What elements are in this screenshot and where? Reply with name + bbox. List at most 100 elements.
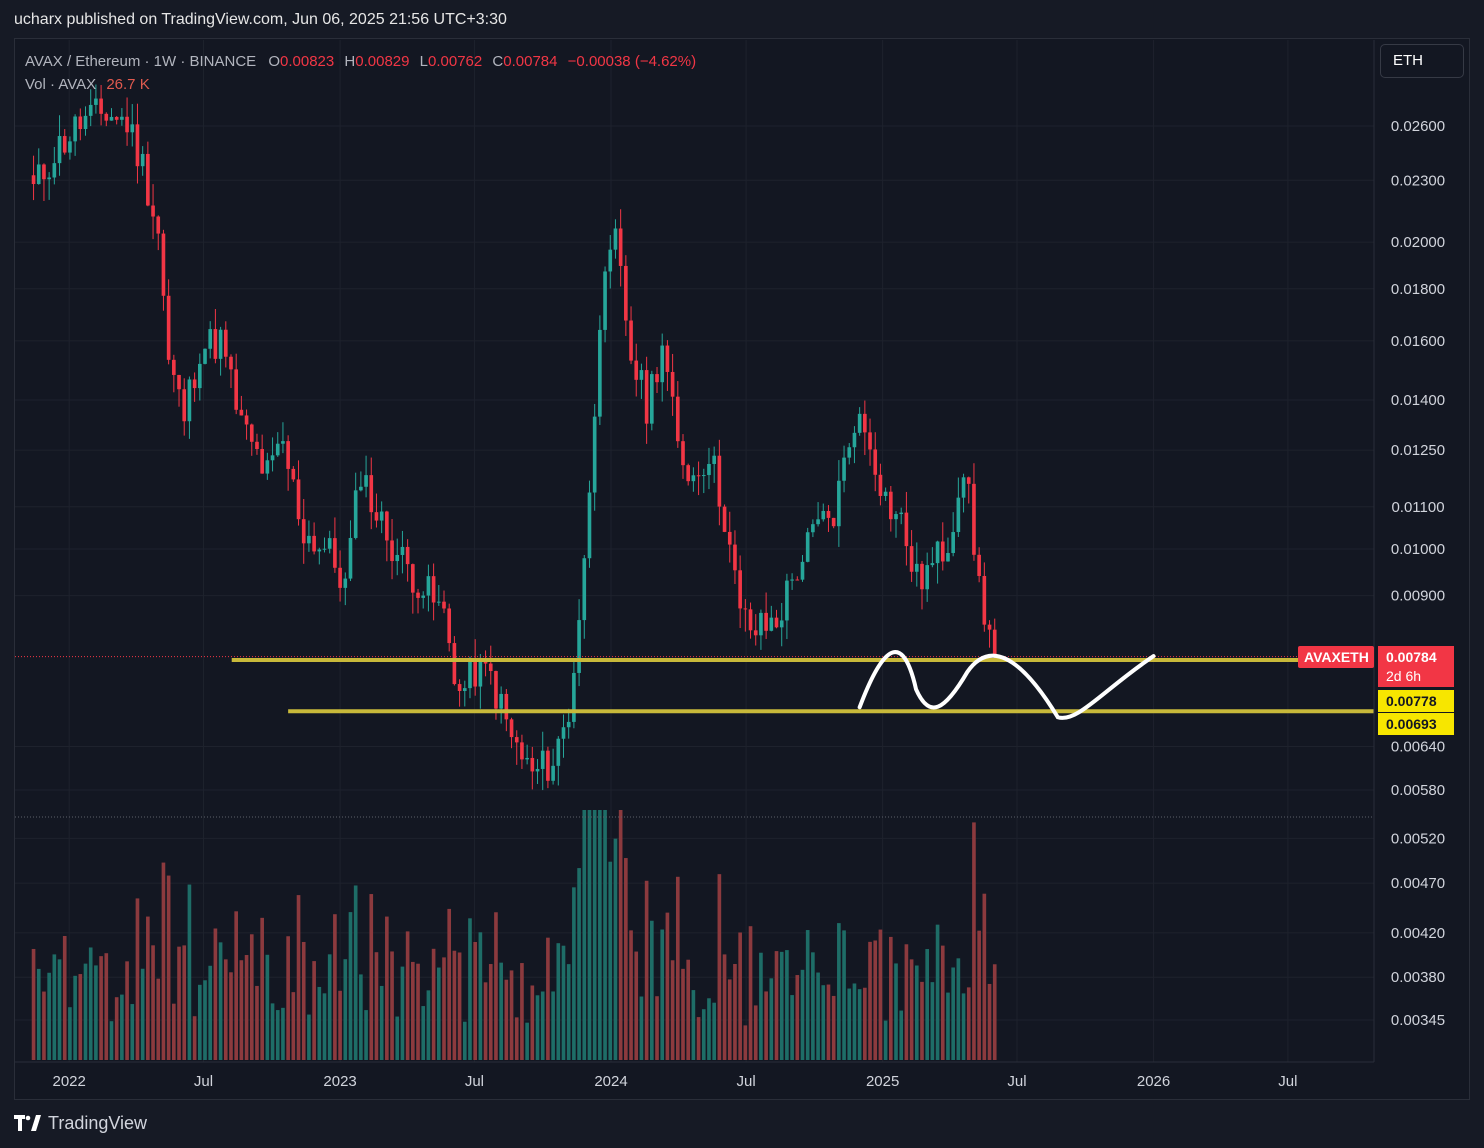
- candle-body: [239, 409, 244, 416]
- volume-bar: [572, 887, 576, 1060]
- volume-bar: [764, 991, 768, 1060]
- volume-bar: [140, 968, 145, 1060]
- volume-bar: [946, 992, 950, 1060]
- volume-bar: [68, 1007, 72, 1060]
- candle-body: [452, 643, 457, 685]
- price-tick-label: 0.00420: [1391, 925, 1445, 942]
- volume-bar: [556, 943, 561, 1060]
- candle-body: [785, 580, 789, 621]
- candle-body: [301, 519, 306, 544]
- candle-body: [603, 271, 607, 330]
- volume-bar: [353, 885, 358, 1060]
- volume-bar: [426, 990, 431, 1060]
- volume-bar: [42, 991, 46, 1060]
- candle-body: [644, 370, 649, 424]
- volume-bar: [546, 937, 550, 1060]
- candle-body: [73, 116, 77, 142]
- candle-body: [914, 563, 919, 572]
- candle-body: [701, 475, 706, 477]
- volume-bar: [540, 991, 545, 1060]
- currency-button[interactable]: ETH: [1380, 44, 1464, 78]
- volume-bar: [36, 968, 41, 1060]
- candle-body: [78, 116, 83, 130]
- price-tick-label: 0.01600: [1391, 333, 1445, 350]
- volume-bar: [857, 989, 862, 1060]
- price-tick-label: 0.00345: [1391, 1012, 1445, 1029]
- volume-bar: [686, 959, 691, 1060]
- volume-bar: [670, 960, 675, 1060]
- candle-body: [255, 441, 259, 450]
- volume-bar: [743, 1025, 748, 1060]
- candle-body: [338, 567, 342, 588]
- candle-body: [296, 479, 301, 520]
- price-tick-label: 0.02000: [1391, 234, 1445, 251]
- candle-body: [681, 441, 685, 466]
- candle-body: [182, 389, 187, 422]
- volume-bar: [811, 952, 815, 1060]
- volume-bar: [327, 954, 332, 1060]
- candle-body: [540, 750, 545, 769]
- candle-body: [223, 329, 228, 357]
- price-tick-label: 0.00640: [1391, 738, 1445, 755]
- candle-body: [509, 719, 514, 738]
- candle-body: [281, 441, 285, 444]
- candle-body: [374, 512, 379, 521]
- candle-body: [52, 163, 57, 178]
- volume-bar: [566, 964, 571, 1060]
- candle-body: [504, 693, 509, 720]
- volume-bar: [551, 991, 555, 1060]
- candle-body: [520, 742, 524, 760]
- volume-bar: [712, 1002, 716, 1060]
- candle-body: [343, 578, 348, 588]
- candle-body: [764, 612, 768, 631]
- candle-body: [629, 320, 633, 361]
- candle-body: [665, 345, 670, 372]
- volume-bar: [707, 998, 711, 1060]
- candle-body: [608, 249, 613, 272]
- candle-body: [249, 424, 254, 442]
- volume-bar: [894, 963, 898, 1060]
- published-by-text: ucharx published on TradingView.com, Jun…: [14, 11, 507, 28]
- time-tick-label: 2026: [1137, 1073, 1170, 1090]
- volume-bar: [473, 942, 477, 1060]
- candle-body: [946, 553, 950, 562]
- candle-body: [156, 216, 161, 234]
- volume-bar: [421, 1006, 426, 1060]
- tradingview-brand[interactable]: TradingView: [14, 1112, 147, 1134]
- volume-bar: [888, 936, 893, 1060]
- volume-bar: [177, 946, 181, 1060]
- candle-body: [31, 175, 36, 185]
- candle-body: [172, 359, 176, 375]
- candle-body: [618, 228, 623, 266]
- candle-body: [327, 538, 332, 549]
- volume-bar: [961, 993, 966, 1060]
- time-tick-label: 2023: [323, 1073, 356, 1090]
- chart-legend: AVAX / Ethereum · 1W · BINANCE O0.00823 …: [25, 50, 696, 96]
- volume-bar: [982, 893, 987, 1060]
- candle-body: [405, 546, 410, 565]
- volume-bar: [753, 1005, 758, 1060]
- volume-bar: [374, 952, 379, 1060]
- volume-bar: [442, 957, 446, 1060]
- candle-body: [795, 579, 800, 581]
- candle-body: [426, 576, 431, 596]
- candle-body: [312, 535, 316, 552]
- candle-body: [369, 475, 374, 513]
- volume-bar: [255, 985, 259, 1060]
- volume-bar: [701, 1009, 706, 1060]
- candle-body: [535, 768, 540, 772]
- candle-body: [88, 104, 93, 116]
- volume-bar: [525, 1022, 529, 1060]
- volume-bar: [317, 986, 322, 1060]
- price-tick-label: 0.01000: [1391, 541, 1445, 558]
- volume-bar: [650, 920, 654, 1060]
- volume-bar: [717, 874, 722, 1060]
- volume-bar: [691, 990, 696, 1060]
- price-tick-label: 0.00900: [1391, 588, 1445, 605]
- price-tick-label: 0.02300: [1391, 172, 1445, 189]
- close-label: C: [492, 53, 504, 70]
- candle-body: [462, 688, 467, 692]
- candle-body: [161, 233, 166, 296]
- volume-bar: [301, 941, 306, 1060]
